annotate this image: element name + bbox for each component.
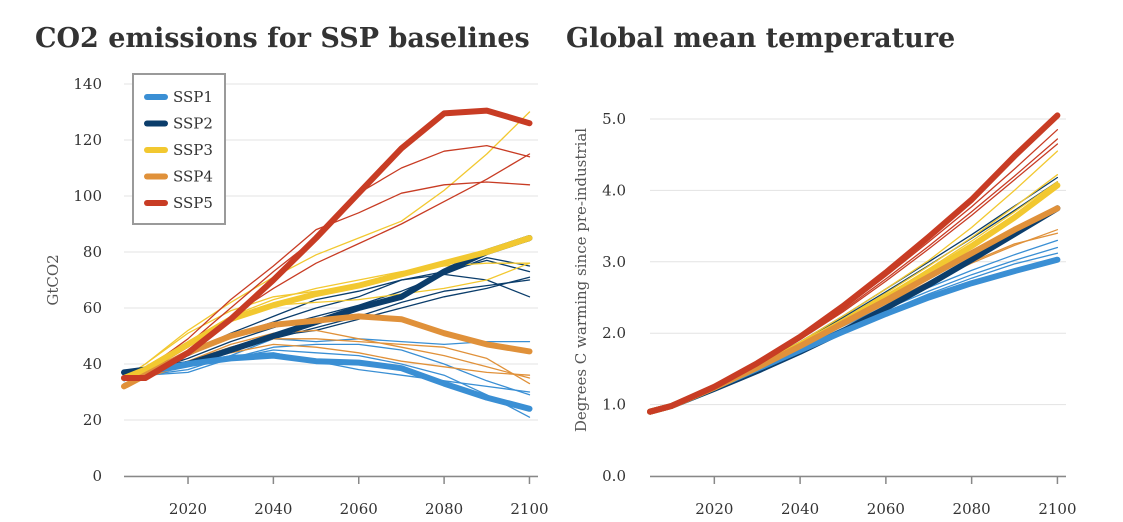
temperature-y-axis: 0.0 1.0 2.0 3.0 4.0 5.0	[602, 110, 626, 485]
co2-y-tick-label: 140	[73, 75, 102, 93]
temperature-y-tick-label: 1.0	[602, 396, 626, 414]
temperature-x-tick-label: 2040	[781, 500, 819, 518]
legend-label-ssp4: SSP4	[173, 168, 213, 186]
co2-y-tick-label: 80	[83, 243, 102, 261]
legend-label-ssp3: SSP3	[173, 141, 213, 159]
co2-x-axis: 2020 2040 2060 2080 2100	[124, 475, 549, 518]
legend-label-ssp1: SSP1	[173, 88, 213, 106]
co2-line-ssp3-variant	[123, 111, 531, 379]
legend-label-ssp5: SSP5	[173, 194, 213, 212]
temperature-x-tick-label: 2080	[953, 500, 991, 518]
co2-x-tick-label: 2060	[340, 500, 378, 518]
co2-marker-lines	[121, 107, 533, 412]
temperature-y-axis-label: Degrees C warming since pre-industrial	[572, 128, 590, 432]
temperature-x-axis: 2020 2040 2060 2080 2100	[650, 475, 1077, 518]
co2-y-tick-label: 0	[92, 467, 102, 485]
co2-line-ssp1-variant	[123, 343, 531, 396]
temperature-y-tick-label: 3.0	[602, 253, 626, 271]
temperature-y-tick-label: 5.0	[602, 110, 626, 128]
co2-line-ssp3-marker	[121, 235, 533, 381]
co2-line-ssp1-variant	[123, 338, 531, 385]
co2-line-ssp1-marker	[121, 352, 533, 412]
co2-x-tick-label: 2040	[254, 500, 292, 518]
co2-y-tick-label: 60	[83, 299, 102, 317]
temperature-marker-lines	[647, 112, 1061, 415]
co2-emissions-panel: CO2 emissions for SSP baselines GtCO2 20…	[35, 23, 549, 518]
temperature-y-tick-label: 4.0	[602, 181, 626, 199]
temperature-line-ssp3-variant	[649, 174, 1059, 413]
co2-x-tick-label: 2100	[510, 500, 548, 518]
temperature-y-tick-label: 0.0	[602, 467, 626, 485]
temperature-chart-title: Global mean temperature	[566, 23, 955, 54]
temperature-y-tick-label: 2.0	[602, 324, 626, 342]
temperature-line-ssp5-marker	[647, 112, 1061, 415]
co2-x-tick-label: 2080	[425, 500, 463, 518]
co2-line-ssp5-variant	[123, 181, 531, 379]
co2-y-tick-label: 120	[73, 131, 102, 149]
temperature-x-tick-label: 2060	[867, 500, 905, 518]
temperature-x-tick-label: 2100	[1038, 500, 1076, 518]
co2-y-axis-label: GtCO2	[44, 254, 62, 305]
co2-y-axis: 0 20 40 60 80 100 120 140	[73, 75, 102, 485]
temperature-x-tick-label: 2020	[695, 500, 733, 518]
co2-y-tick-label: 20	[83, 411, 102, 429]
temperature-panel: Global mean temperature Degrees C warmin…	[566, 23, 1077, 518]
co2-y-tick-label: 40	[83, 355, 102, 373]
legend: SSP1 SSP2 SSP3 SSP4 SSP5	[132, 73, 226, 225]
co2-x-tick-label: 2020	[169, 500, 207, 518]
legend-label-ssp2: SSP2	[173, 115, 213, 133]
co2-chart-title: CO2 emissions for SSP baselines	[35, 23, 530, 54]
co2-line-ssp5-marker	[121, 107, 533, 381]
co2-y-tick-label: 100	[73, 187, 102, 205]
